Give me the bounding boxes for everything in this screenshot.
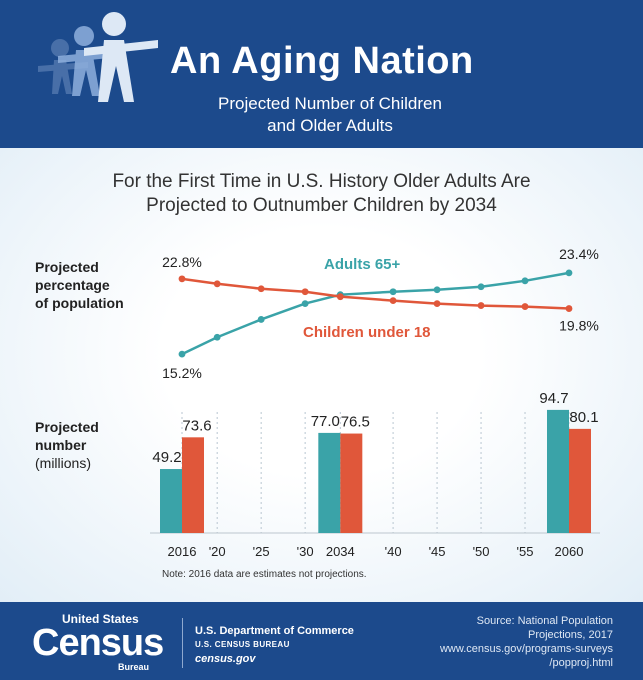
percentage-section-label: Projected percentage of population bbox=[35, 258, 124, 312]
label-adults-start: 15.2% bbox=[162, 365, 202, 381]
bar-label-children-2060: 80.1 bbox=[569, 409, 598, 426]
point-adults-2030 bbox=[301, 300, 309, 307]
source-line-4[interactable]: /popproj.html bbox=[549, 657, 613, 669]
series-line-children bbox=[181, 277, 570, 310]
bar-label-adults-2060: 94.7 bbox=[539, 390, 568, 407]
num-label-line-2: number bbox=[35, 437, 87, 453]
point-adults-2040 bbox=[389, 288, 397, 296]
label-children-start: 22.8% bbox=[162, 254, 202, 270]
headline-line-1: For the First Time in U.S. History Older… bbox=[112, 171, 531, 192]
x-tick-label-2016: 2016 bbox=[168, 544, 197, 559]
bar-children-2060 bbox=[569, 428, 591, 533]
census-logo-us: United States bbox=[62, 612, 139, 626]
subtitle-line-1: Projected Number of Children bbox=[218, 94, 442, 113]
num-label-line-1: Projected bbox=[35, 419, 99, 435]
point-adults-2060 bbox=[565, 269, 573, 277]
bar-label-adults-2034: 77.0 bbox=[311, 413, 340, 430]
bar-adults-2060 bbox=[547, 409, 569, 533]
point-adults-2016 bbox=[178, 350, 186, 358]
legend-children: Children under 18 bbox=[303, 324, 431, 341]
footer-banner bbox=[0, 602, 643, 680]
pct-label-line-3: of population bbox=[35, 295, 124, 311]
x-tick-label-2045: '45 bbox=[429, 544, 446, 559]
bar-label-children-2034: 76.5 bbox=[341, 414, 370, 431]
headline-line-2: Projected to Outnumber Children by 2034 bbox=[146, 195, 497, 216]
point-children-2040 bbox=[389, 297, 397, 305]
department-block: U.S. Department of Commerce U.S. CENSUS … bbox=[195, 624, 354, 666]
point-adults-2025 bbox=[257, 316, 265, 323]
point-children-2055 bbox=[521, 303, 529, 310]
bureau-name: U.S. CENSUS BUREAU bbox=[195, 640, 290, 649]
x-tick-label-2025: '25 bbox=[253, 544, 270, 559]
point-children-2060 bbox=[565, 305, 573, 312]
footer-divider bbox=[182, 618, 183, 668]
census-logo-bureau: Bureau bbox=[118, 662, 150, 672]
point-children-2050 bbox=[477, 302, 485, 309]
label-children-end: 19.8% bbox=[559, 318, 599, 334]
point-children-2034 bbox=[336, 293, 344, 301]
x-tick-label-2030: '30 bbox=[297, 544, 314, 559]
point-children-2025 bbox=[257, 285, 265, 293]
point-children-2016 bbox=[178, 275, 186, 283]
bar-adults-2016 bbox=[160, 469, 182, 533]
series-line-adults bbox=[181, 271, 570, 356]
point-children-2030 bbox=[301, 288, 309, 296]
pct-label-line-2: percentage bbox=[35, 277, 110, 293]
point-adults-2020 bbox=[213, 333, 221, 341]
bar-children-2016 bbox=[182, 437, 204, 533]
point-children-2045 bbox=[433, 300, 441, 307]
source-line-2: Projections, 2017 bbox=[528, 629, 613, 641]
bar-label-adults-2016: 49.2 bbox=[152, 449, 181, 466]
point-children-2020 bbox=[213, 280, 221, 288]
x-tick-label-2055: '55 bbox=[517, 544, 534, 559]
x-tick-label-2060: 2060 bbox=[555, 544, 584, 559]
label-adults-end: 23.4% bbox=[559, 246, 599, 262]
point-adults-2050 bbox=[477, 283, 485, 291]
page-subtitle: Projected Number of Children and Older A… bbox=[170, 93, 490, 137]
census-site-link[interactable]: census.gov bbox=[195, 653, 256, 665]
source-line-3[interactable]: www.census.gov/programs-surveys bbox=[439, 643, 613, 655]
bar-label-children-2016: 73.6 bbox=[182, 417, 211, 434]
page-title: An Aging Nation bbox=[170, 40, 474, 82]
x-tick-label-2020: '20 bbox=[209, 544, 226, 559]
point-adults-2045 bbox=[433, 286, 441, 294]
subtitle-line-2: and Older Adults bbox=[267, 116, 393, 135]
x-tick-label-2040: '40 bbox=[385, 544, 402, 559]
x-tick-label-2050: '50 bbox=[473, 544, 490, 559]
chart-note: Note: 2016 data are estimates not projec… bbox=[162, 569, 367, 580]
number-section-label: Projected number (millions) bbox=[35, 418, 99, 472]
people-silhouette-icon bbox=[38, 12, 158, 102]
point-adults-2055 bbox=[521, 277, 529, 285]
legend-adults: Adults 65+ bbox=[324, 256, 401, 273]
bar-children-2034 bbox=[340, 433, 363, 533]
source-citation: Source: National Population Projections,… bbox=[440, 614, 613, 670]
num-label-line-3: (millions) bbox=[35, 455, 91, 471]
x-tick-label-2034: 2034 bbox=[326, 544, 355, 559]
headline: For the First Time in U.S. History Older… bbox=[0, 170, 643, 218]
bar-adults-2034 bbox=[318, 432, 341, 533]
census-logo-word: Census bbox=[32, 622, 164, 664]
department-name: U.S. Department of Commerce bbox=[195, 625, 354, 637]
source-line-1: Source: National Population bbox=[476, 615, 613, 627]
pct-label-line-1: Projected bbox=[35, 259, 99, 275]
